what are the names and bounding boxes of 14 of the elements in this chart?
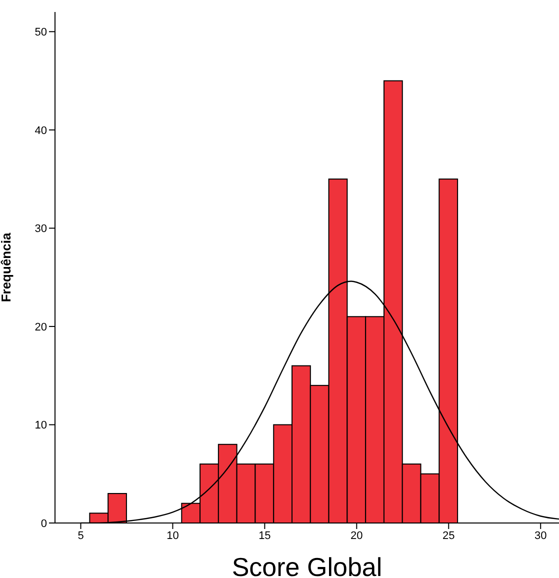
x-tick-label: 10 (166, 530, 179, 542)
y-tick-label: 0 (40, 518, 47, 530)
x-tick-label: 30 (534, 530, 547, 542)
y-axis-title: Frequência (0, 232, 14, 302)
x-tick-label: 20 (350, 530, 363, 542)
x-tick-label: 15 (258, 530, 271, 542)
y-tick-label: 10 (34, 420, 47, 432)
y-tick-label: 30 (34, 223, 47, 236)
y-tick-label: 50 (34, 26, 47, 39)
x-tick-label: 25 (442, 530, 455, 542)
y-tick-label: 40 (34, 124, 47, 137)
x-axis-title: Score Global (232, 552, 382, 578)
y-tick-label: 20 (34, 321, 47, 334)
x-tick-label: 5 (78, 530, 84, 542)
